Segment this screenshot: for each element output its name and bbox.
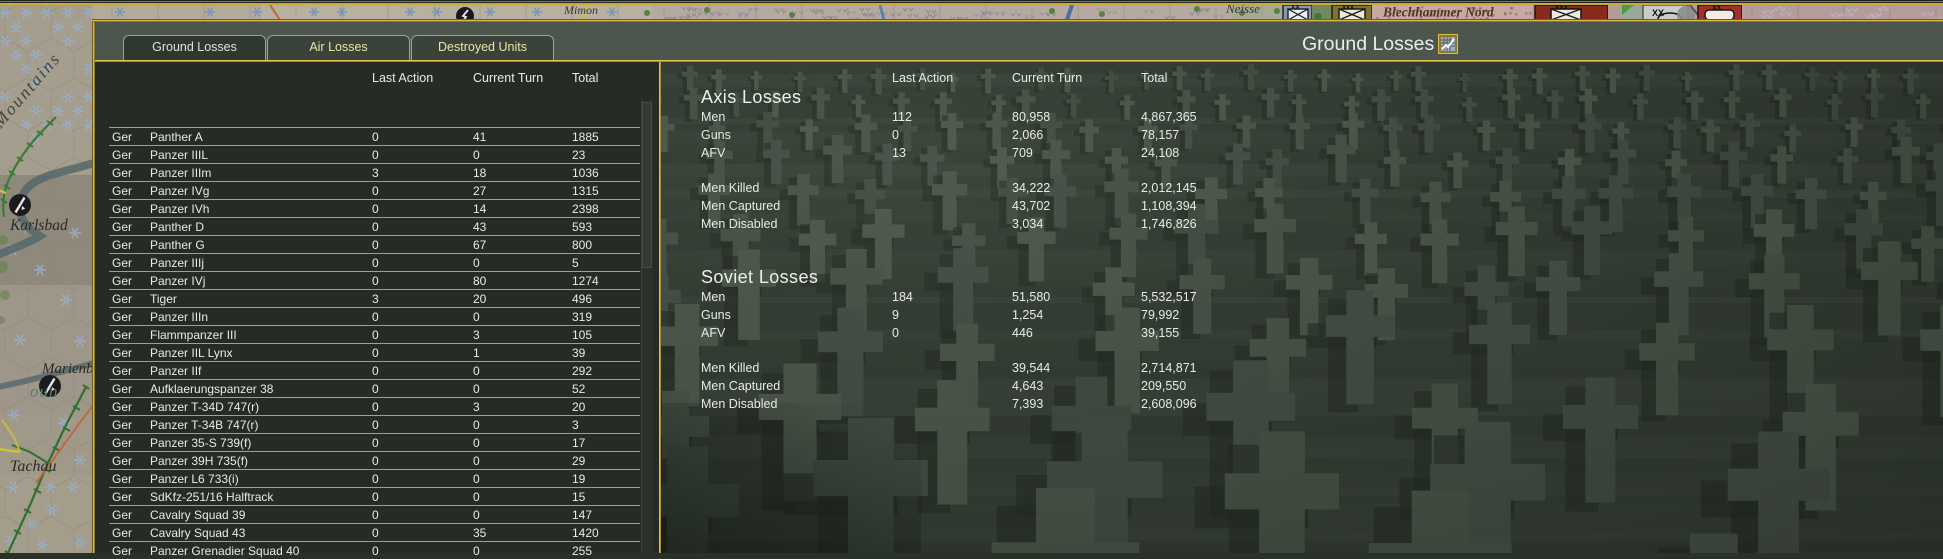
svg-text:XX: XX xyxy=(1291,5,1300,11)
svg-text:XX: XX xyxy=(1712,5,1722,12)
svg-text:XXX: XXX xyxy=(1555,5,1569,12)
svg-text:oun: oun xyxy=(30,382,59,401)
svg-text:Karlsbad: Karlsbad xyxy=(9,217,68,234)
svg-text:Mimon: Mimon xyxy=(563,5,598,17)
svg-text:XXX: XXX xyxy=(1342,6,1354,12)
svg-text:Neisse: Neisse xyxy=(1225,5,1260,16)
svg-text:Tachau: Tachau xyxy=(10,458,57,475)
svg-text:Marienb: Marienb xyxy=(41,361,92,377)
svg-text:XX: XX xyxy=(1652,8,1664,18)
svg-text:Blechhammer Nord: Blechhammer Nord xyxy=(1382,5,1494,20)
